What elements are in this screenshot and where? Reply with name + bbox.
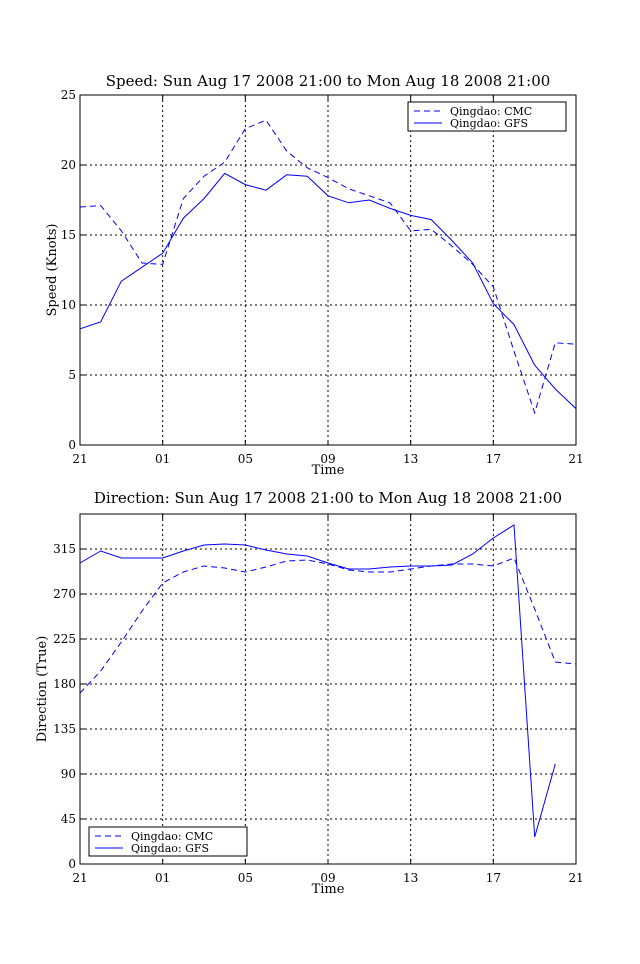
speed-xtick-label: 13: [403, 452, 418, 466]
direction-chart-title: Direction: Sun Aug 17 2008 21:00 to Mon …: [94, 489, 562, 507]
speed-ytick-label: 25: [61, 88, 76, 102]
speed-legend-cmc-label: Qingdao: CMC: [450, 105, 532, 118]
direction-series-lines: [79, 524, 577, 838]
speed-xtick-label: 21: [72, 452, 87, 466]
direction-xtick-label: 17: [486, 871, 501, 885]
speed-ytick-label: 20: [61, 158, 76, 172]
direction-ytick-label: 180: [53, 677, 76, 691]
direction-ytick-label: 0: [68, 857, 76, 871]
speed-ytick-label: 10: [61, 298, 76, 312]
direction-legend-gfs-label: Qingdao: GFS: [131, 842, 209, 855]
speed-series-lines: [79, 119, 577, 415]
direction-chart: Direction: Sun Aug 17 2008 21:00 to Mon …: [35, 489, 584, 897]
direction-legend-box: [88, 826, 248, 857]
direction-ytick-label: 45: [61, 812, 76, 826]
direction-gridlines: [80, 514, 576, 864]
direction-ytick-label: 135: [53, 722, 76, 736]
speed-xtick-label: 05: [238, 452, 253, 466]
direction-chart-xlabel: Time: [312, 882, 345, 897]
direction-ytick-label: 270: [53, 587, 76, 601]
speed-chart: Speed: Sun Aug 17 2008 21:00 to Mon Aug …: [45, 72, 584, 478]
direction-chart-ylabel: Direction (True): [35, 636, 50, 743]
direction-xtick-label: 13: [403, 871, 418, 885]
direction-legend-cmc-label: Qingdao: CMC: [131, 830, 213, 843]
direction-ytick-label: 225: [53, 632, 76, 646]
direction-xtick-label: 21: [568, 871, 583, 885]
speed-chart-ylabel: Speed (Knots): [45, 223, 60, 316]
speed-ytick-label: 0: [68, 438, 76, 452]
speed-xtick-label: 01: [155, 452, 170, 466]
speed-legend: Qingdao: CMC Qingdao: GFS: [407, 101, 567, 132]
speed-ytick-label: 15: [61, 228, 76, 242]
speed-plot-frame: [79, 94, 577, 446]
direction-xtick-label: 21: [72, 871, 87, 885]
direction-series-gfs-line: [79, 524, 556, 838]
speed-xtick-label: 21: [568, 452, 583, 466]
direction-legend: Qingdao: CMC Qingdao: GFS: [88, 826, 248, 857]
direction-ytick-label: 315: [53, 542, 76, 556]
direction-xtick-label: 01: [155, 871, 170, 885]
speed-xtick-label: 17: [486, 452, 501, 466]
direction-series-cmc-line: [79, 557, 577, 694]
speed-chart-xlabel: Time: [312, 463, 345, 478]
speed-legend-gfs-label: Qingdao: GFS: [450, 117, 528, 130]
speed-legend-box: [407, 101, 567, 132]
direction-xtick-label: 05: [238, 871, 253, 885]
speed-xtick-label: 09: [320, 452, 335, 466]
speed-chart-title: Speed: Sun Aug 17 2008 21:00 to Mon Aug …: [106, 72, 551, 90]
direction-ytick-label: 90: [61, 767, 76, 781]
direction-plot-frame: [79, 513, 577, 865]
speed-series-cmc-line: [79, 119, 577, 415]
speed-series-gfs-line: [79, 172, 577, 409]
speed-gridlines: [80, 95, 576, 445]
speed-ytick-label: 5: [68, 368, 76, 382]
direction-xtick-label: 09: [320, 871, 335, 885]
